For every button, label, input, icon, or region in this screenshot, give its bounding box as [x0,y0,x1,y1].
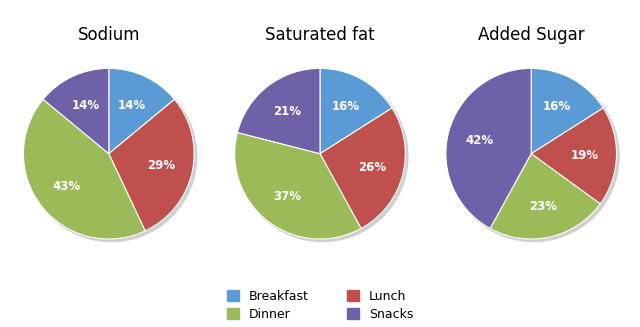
Title: Added Sugar: Added Sugar [478,26,584,44]
Circle shape [237,71,408,242]
Text: 19%: 19% [571,149,599,162]
Text: 14%: 14% [118,98,146,112]
Wedge shape [320,108,405,229]
Text: 21%: 21% [273,105,301,118]
Wedge shape [446,68,531,229]
Wedge shape [531,108,616,204]
Text: 29%: 29% [147,159,175,172]
Text: 23%: 23% [529,200,557,213]
Text: 43%: 43% [52,180,81,193]
Wedge shape [109,68,175,154]
Text: 26%: 26% [358,161,386,174]
Wedge shape [531,68,604,154]
Circle shape [26,71,196,242]
Legend: Breakfast, Dinner, Lunch, Snacks: Breakfast, Dinner, Lunch, Snacks [227,290,413,321]
Title: Sodium: Sodium [77,26,140,44]
Wedge shape [43,68,109,154]
Wedge shape [235,132,361,239]
Wedge shape [109,99,194,231]
Text: 16%: 16% [332,100,360,113]
Wedge shape [320,68,392,154]
Text: 14%: 14% [72,98,100,112]
Text: 16%: 16% [543,100,571,113]
Circle shape [449,71,619,242]
Wedge shape [24,99,145,239]
Text: 37%: 37% [273,190,301,203]
Wedge shape [237,68,320,154]
Text: 42%: 42% [465,134,493,147]
Wedge shape [490,154,600,239]
Title: Saturated fat: Saturated fat [265,26,375,44]
